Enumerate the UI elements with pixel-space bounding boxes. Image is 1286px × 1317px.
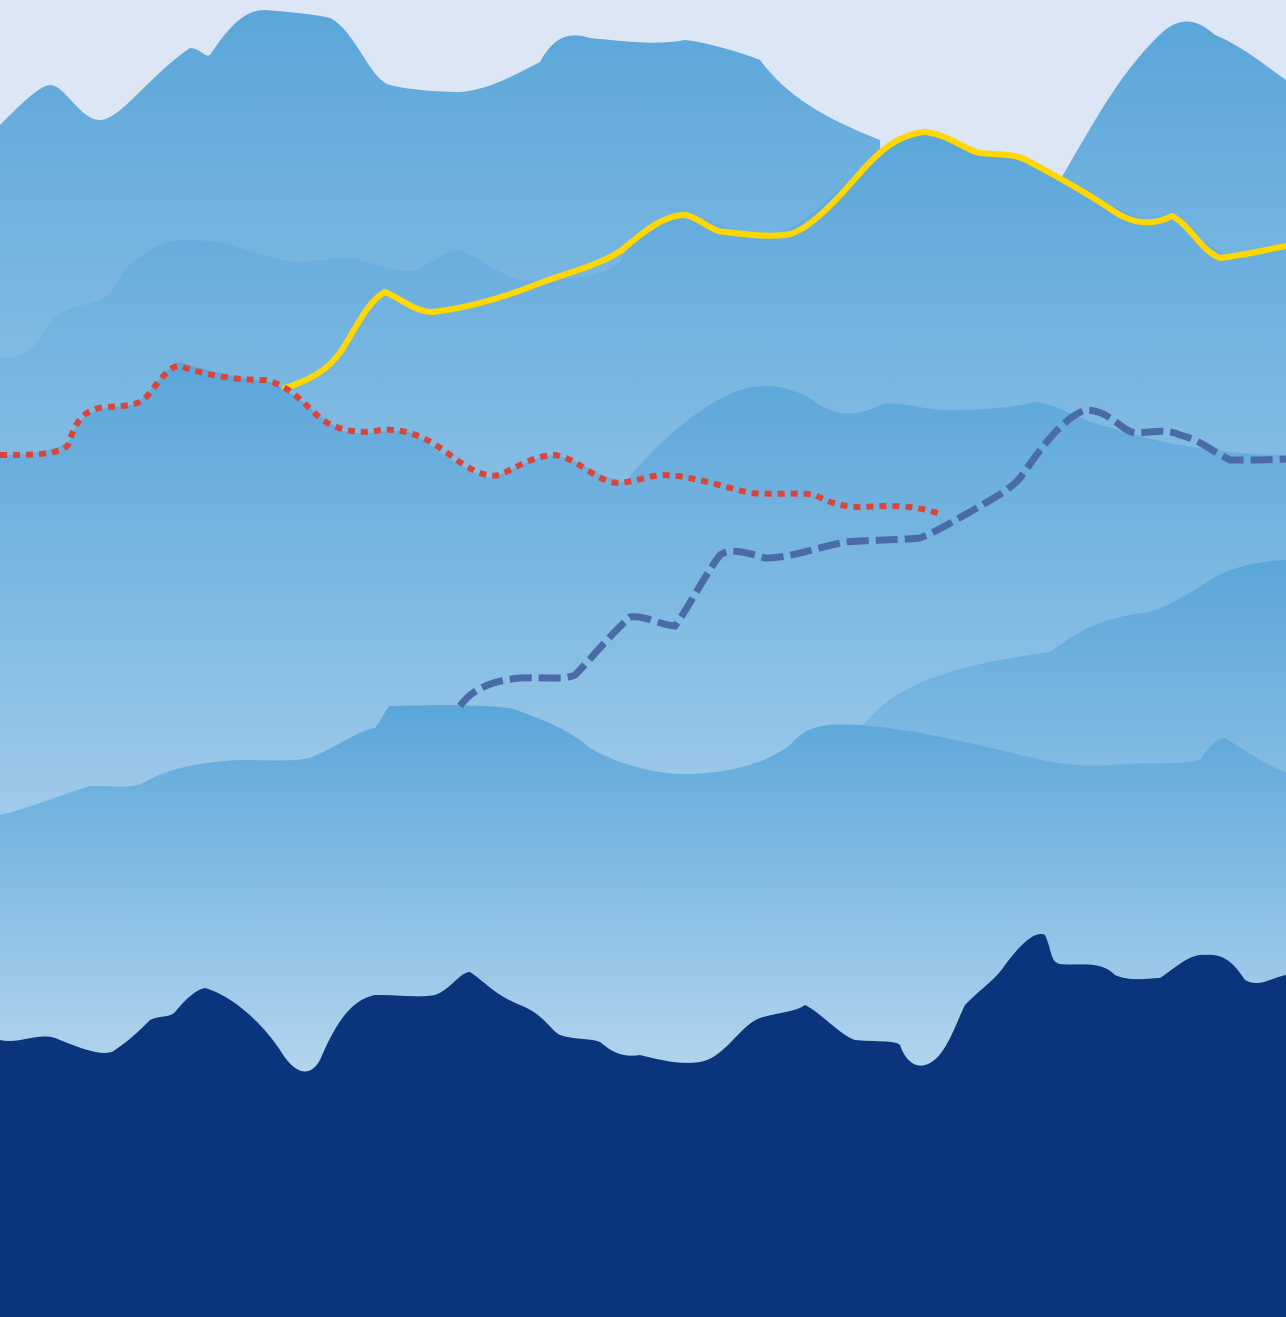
mountain-illustration (0, 0, 1286, 1317)
mountain-landscape (0, 0, 1286, 1317)
